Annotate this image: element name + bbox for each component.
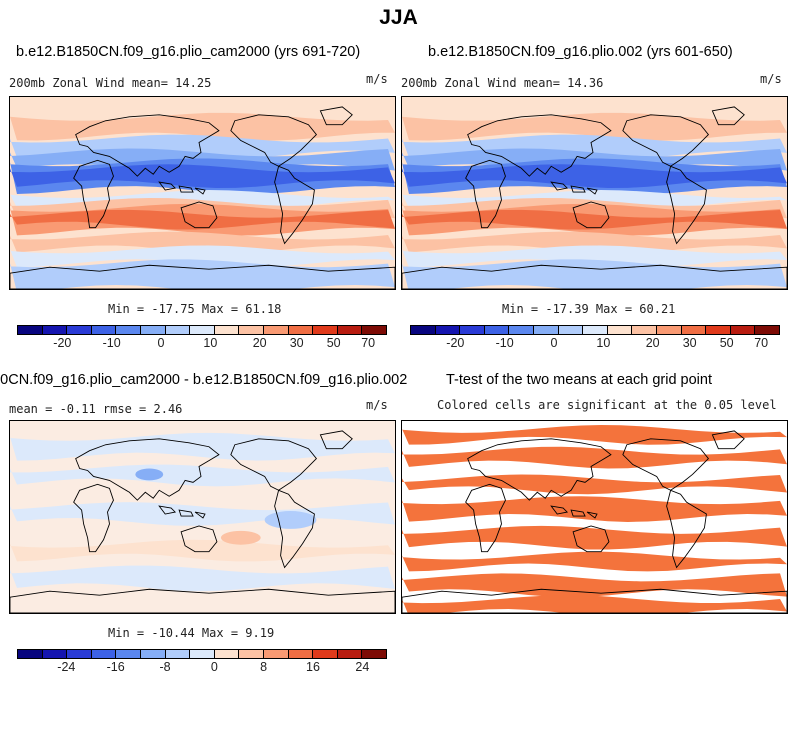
colorbar-swatch	[313, 326, 338, 334]
colorbar-swatch	[67, 326, 92, 334]
colorbar-swatch	[166, 650, 191, 658]
colorbar-tick-label: 0	[551, 336, 558, 350]
colorbar-tick-label: 0	[211, 660, 218, 674]
page-title: JJA	[0, 6, 797, 30]
colorbar-swatch	[436, 326, 461, 334]
colorbar-swatch	[313, 650, 338, 658]
colorbar-tick-label: 70	[754, 336, 768, 350]
colorbar-tick-label: -10	[496, 336, 514, 350]
colorbar-swatch	[289, 650, 314, 658]
colorbar-swatch	[264, 650, 289, 658]
colorbar-swatch	[116, 326, 141, 334]
colorbar-swatch	[289, 326, 314, 334]
panel-subtitle-bottom-right: Colored cells are significant at the 0.0…	[437, 398, 777, 412]
colorbar-swatch	[608, 326, 633, 334]
wind-band	[135, 469, 163, 481]
colorbar-swatch	[583, 326, 608, 334]
colorbar-tick-label: 50	[720, 336, 734, 350]
panel-units-top-left: m/s	[366, 72, 388, 86]
colorbar-tick-label: -24	[57, 660, 75, 674]
colorbar-swatch	[239, 650, 264, 658]
colorbar-tick-label: -8	[159, 660, 170, 674]
colorbar-tick-label: 10	[203, 336, 217, 350]
minmax-top-left: Min = -17.75 Max = 61.18	[108, 302, 281, 316]
colorbar-tick-label: 30	[290, 336, 304, 350]
colorbar-swatch	[92, 326, 117, 334]
panel-units-bottom-left: m/s	[366, 398, 388, 412]
wind-band	[221, 531, 261, 545]
colorbar-swatch	[411, 326, 436, 334]
colorbar-swatch	[18, 650, 43, 658]
colorbar-swatch	[755, 326, 779, 334]
colorbar-swatch	[460, 326, 485, 334]
panel-title-bottom-right: T-test of the two means at each grid poi…	[446, 372, 712, 388]
colorbar-tick-label: 50	[327, 336, 341, 350]
colorbar-swatch	[338, 650, 363, 658]
panel-title-clip-bottom-left: b.e12.B1850CN.f09_g16.plio_cam2000 - b.e…	[0, 370, 466, 392]
panel-units-top-right: m/s	[760, 72, 782, 86]
minmax-bottom-left: Min = -10.44 Max = 9.19	[108, 626, 274, 640]
panel-title-top-left: b.e12.B1850CN.f09_g16.plio_cam2000 (yrs …	[16, 44, 360, 60]
colorbar-swatch	[18, 326, 43, 334]
colorbar-tick-label: 20	[646, 336, 660, 350]
colorbar-swatch	[657, 326, 682, 334]
colorbar-swatch	[92, 650, 117, 658]
colorbar-tick-label: 16	[306, 660, 320, 674]
panel-label-top-left: 200mb Zonal Wind mean= 14.25	[9, 76, 211, 90]
colorbar-ticks-top-left: -20 -10 0 10 20 30 50 70	[17, 336, 387, 352]
colorbar-swatch	[116, 650, 141, 658]
map-bottom-left	[9, 420, 396, 614]
colorbar-bottom-left	[17, 649, 387, 659]
panel-label-top-right: 200mb Zonal Wind mean= 14.36	[401, 76, 603, 90]
wind-band	[265, 511, 317, 529]
colorbar-tick-label: 30	[683, 336, 697, 350]
minmax-top-right: Min = -17.39 Max = 60.21	[502, 302, 675, 316]
colorbar-swatch	[362, 326, 386, 334]
colorbar-swatch	[67, 650, 92, 658]
colorbar-tick-label: 8	[260, 660, 267, 674]
colorbar-swatch	[731, 326, 756, 334]
map-top-right	[401, 96, 788, 290]
colorbar-swatch	[264, 326, 289, 334]
colorbar-tick-label: -10	[103, 336, 121, 350]
colorbar-swatch	[682, 326, 707, 334]
colorbar-tick-label: 0	[158, 336, 165, 350]
colorbar-swatch	[485, 326, 510, 334]
colorbar-tick-label: -20	[446, 336, 464, 350]
colorbar-swatch	[141, 326, 166, 334]
colorbar-tick-label: 10	[596, 336, 610, 350]
colorbar-swatch	[215, 650, 240, 658]
colorbar-swatch	[190, 650, 215, 658]
colorbar-tick-label: -20	[53, 336, 71, 350]
colorbar-swatch	[559, 326, 584, 334]
colorbar-top-right	[410, 325, 780, 335]
colorbar-swatch	[166, 326, 191, 334]
map-top-left	[9, 96, 396, 290]
colorbar-swatch	[141, 650, 166, 658]
colorbar-swatch	[632, 326, 657, 334]
colorbar-tick-label: -16	[107, 660, 125, 674]
colorbar-tick-label: 20	[253, 336, 267, 350]
map-bottom-right	[401, 420, 788, 614]
colorbar-swatch	[43, 326, 68, 334]
panel-title-bottom-left: b.e12.B1850CN.f09_g16.plio_cam2000 - b.e…	[0, 372, 407, 388]
colorbar-swatch	[338, 326, 363, 334]
colorbar-tick-label: 24	[355, 660, 369, 674]
colorbar-swatch	[190, 326, 215, 334]
colorbar-ticks-top-right: -20 -10 0 10 20 30 50 70	[410, 336, 780, 352]
panel-label-bottom-left: mean = -0.11 rmse = 2.46	[9, 402, 182, 416]
colorbar-top-left	[17, 325, 387, 335]
colorbar-tick-label: 70	[361, 336, 375, 350]
panel-title-top-right: b.e12.B1850CN.f09_g16.plio.002 (yrs 601-…	[428, 44, 733, 60]
colorbar-swatch	[706, 326, 731, 334]
colorbar-swatch	[509, 326, 534, 334]
colorbar-ticks-bottom-left: -24 -16 -8 0 8 16 24	[17, 660, 387, 676]
colorbar-swatch	[215, 326, 240, 334]
colorbar-swatch	[534, 326, 559, 334]
colorbar-swatch	[362, 650, 386, 658]
colorbar-swatch	[43, 650, 68, 658]
colorbar-swatch	[239, 326, 264, 334]
